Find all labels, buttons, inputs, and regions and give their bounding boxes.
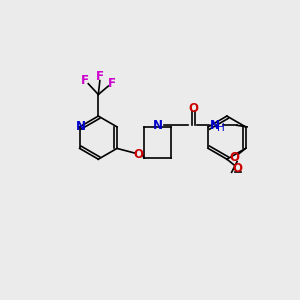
Text: F: F bbox=[96, 70, 104, 83]
Text: O: O bbox=[134, 148, 143, 161]
Text: N: N bbox=[76, 120, 86, 134]
Text: O: O bbox=[230, 151, 240, 164]
Text: F: F bbox=[80, 74, 88, 87]
Text: N: N bbox=[153, 119, 163, 132]
Text: F: F bbox=[108, 77, 116, 90]
Text: O: O bbox=[233, 162, 243, 175]
Text: N: N bbox=[210, 119, 220, 132]
Text: O: O bbox=[188, 102, 198, 115]
Text: H: H bbox=[217, 123, 225, 134]
